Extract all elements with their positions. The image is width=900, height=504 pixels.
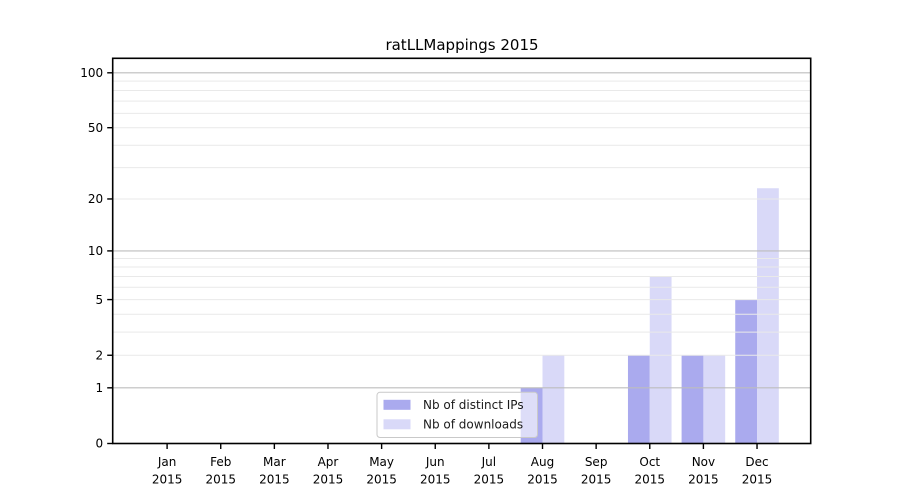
y-tick-label: 20 (88, 192, 103, 206)
x-tick-label-year: 2015 (527, 473, 558, 487)
x-tick-label-month: Jan (157, 455, 177, 469)
x-tick-label-month: Apr (318, 455, 339, 469)
x-tick-label-month: Jul (481, 455, 496, 469)
bar-distinct-ips-oct (627, 355, 650, 444)
x-tick-label-year: 2015 (474, 473, 505, 487)
bar-downloads-nov (703, 355, 726, 444)
x-tick-label-year: 2015 (205, 473, 236, 487)
x-tick-label-month: Dec (745, 455, 768, 469)
x-tick-label-year: 2015 (366, 473, 397, 487)
x-tick-label-year: 2015 (152, 473, 183, 487)
y-tick-label: 1 (96, 381, 104, 395)
bar-downloads-dec (757, 188, 779, 444)
x-tick-label-month: Jun (425, 455, 445, 469)
y-tick-label: 50 (88, 121, 103, 135)
legend-box (376, 391, 538, 438)
x-tick-label-year: 2015 (634, 473, 665, 487)
x-tick-label-year: 2015 (420, 473, 451, 487)
x-tick-label-month: Mar (263, 455, 286, 469)
x-tick-label-month: Sep (585, 455, 608, 469)
x-tick-label-month: Oct (639, 455, 660, 469)
bar-distinct-ips-dec (735, 299, 758, 444)
x-tick-label-month: Feb (210, 455, 231, 469)
y-tick-label: 0 (96, 437, 104, 451)
x-tick-label-month: May (369, 455, 394, 469)
x-tick-label-year: 2015 (688, 473, 719, 487)
legend-label-downloads: Nb of downloads (423, 418, 523, 432)
y-tick-label: 10 (88, 244, 103, 258)
y-tick-label: 100 (80, 66, 103, 80)
legend-label-distinct-ips: Nb of distinct IPs (423, 398, 524, 412)
x-tick-label-year: 2015 (742, 473, 773, 487)
y-tick-label: 5 (96, 293, 104, 307)
x-tick-label-year: 2015 (259, 473, 290, 487)
chart-title: ratLLMappings 2015 (385, 36, 538, 54)
bar-downloads-aug (542, 355, 565, 444)
legend-swatch-downloads (383, 419, 411, 430)
bar-downloads-oct (649, 276, 672, 444)
x-tick-label-month: Nov (692, 455, 715, 469)
x-tick-label-year: 2015 (581, 473, 612, 487)
x-tick-label-year: 2015 (313, 473, 344, 487)
x-tick-label-month: Aug (531, 455, 554, 469)
y-tick-label: 2 (96, 348, 104, 362)
bar-distinct-ips-nov (681, 355, 704, 444)
legend-swatch-distinct-ips (383, 399, 411, 410)
